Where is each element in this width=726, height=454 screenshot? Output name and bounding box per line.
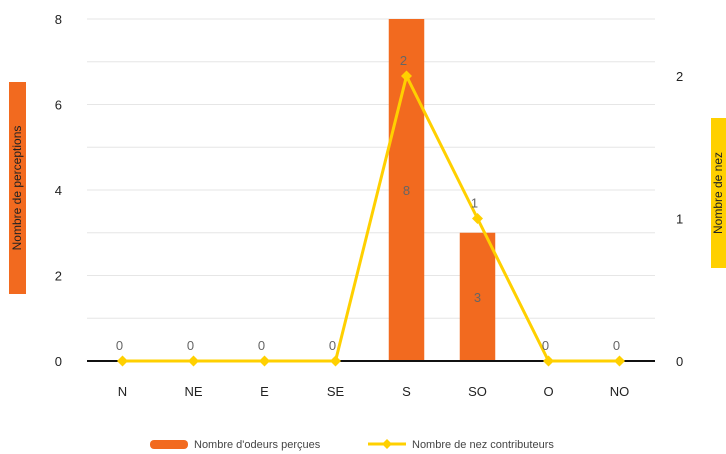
line-point (259, 355, 270, 367)
line-point (543, 355, 554, 367)
legend: Nombre d'odeurs perçues Nombre de nez co… (150, 439, 554, 451)
y-axis-title-right-box (711, 118, 726, 268)
line-point (330, 355, 341, 367)
legend-item-bars: Nombre d'odeurs perçues (150, 439, 321, 451)
line-path (122, 74, 620, 363)
line-data-label: 1 (471, 196, 478, 211)
y-tick-right: 0 (676, 354, 683, 369)
y-tick-left: 4 (55, 183, 62, 198)
line-point (188, 355, 199, 367)
bar-data-label: 8 (403, 183, 410, 198)
y-tick-left: 6 (55, 98, 62, 113)
x-tick-label: SO (468, 384, 487, 399)
line-data-label: 0 (116, 338, 123, 353)
line-data-label: 2 (400, 53, 407, 68)
bar-data-label: 3 (474, 290, 481, 305)
legend-label-bars: Nombre d'odeurs perçues (194, 439, 321, 451)
y-axis-title-right: Nombre de nez (711, 118, 726, 268)
legend-item-line: Nombre de nez contributeurs (368, 439, 554, 451)
y-axis-title-left-text: Nombre de perceptions (10, 126, 24, 251)
x-tick-label: N (118, 384, 127, 399)
y-tick-right: 1 (676, 212, 683, 227)
bar-series (388, 19, 496, 361)
legend-swatch-bars (150, 440, 188, 449)
data-labels: 8 3 0 0 0 0 2 1 0 0 (116, 53, 620, 353)
line-data-label: 0 (613, 338, 620, 353)
line-point (401, 70, 412, 82)
line-series (117, 70, 625, 367)
line-point (614, 355, 625, 367)
x-tick-label: S (402, 384, 411, 399)
gridlines (87, 18, 655, 319)
line-point (117, 355, 128, 367)
line-data-label: 0 (187, 338, 194, 353)
axes: 0 2 4 6 8 0 1 2 N NE E SE S SO O NO (55, 12, 683, 399)
bar (459, 232, 496, 361)
line-data-label: 0 (258, 338, 265, 353)
x-tick-label: NO (610, 384, 630, 399)
y-tick-right: 2 (676, 69, 683, 84)
legend-label-line: Nombre de nez contributeurs (412, 439, 554, 451)
y-tick-left: 8 (55, 12, 62, 27)
x-tick-label: O (543, 384, 553, 399)
y-axis-title-right-text: Nombre de nez (711, 152, 725, 234)
line-point (472, 213, 483, 224)
x-tick-label: E (260, 384, 269, 399)
x-tick-label: SE (327, 384, 345, 399)
legend-swatch-line-marker (382, 439, 392, 449)
y-tick-left: 2 (55, 269, 62, 284)
x-tick-label: NE (184, 384, 202, 399)
y-tick-left: 0 (55, 354, 62, 369)
line-data-label: 0 (542, 338, 549, 353)
y-axis-title-left-box (9, 82, 26, 294)
line-data-label: 0 (329, 338, 336, 353)
y-axis-title-left: Nombre de perceptions (9, 82, 26, 294)
